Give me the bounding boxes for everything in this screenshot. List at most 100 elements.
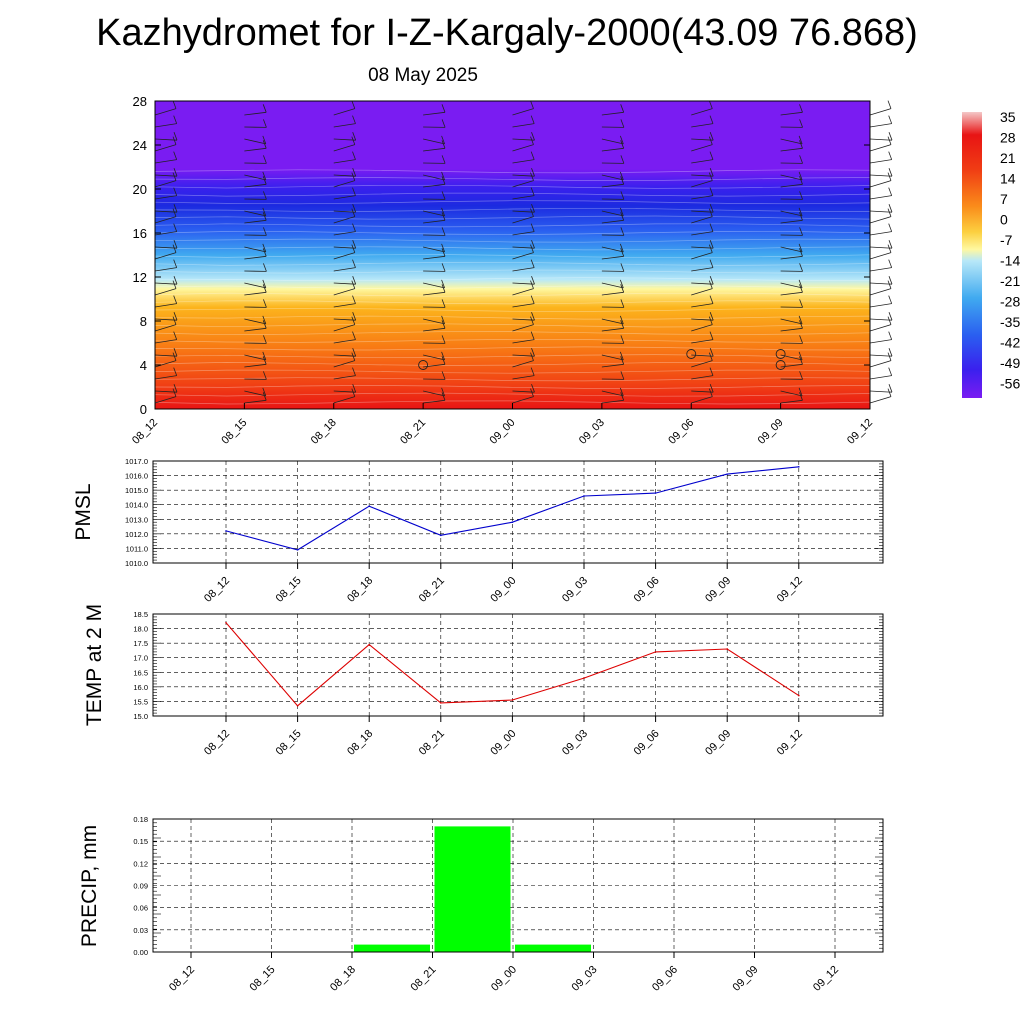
wind-barb bbox=[780, 246, 803, 253]
wind-barb-flag bbox=[887, 136, 892, 145]
wind-barb bbox=[780, 255, 803, 260]
contour-line bbox=[154, 284, 871, 289]
x-tick-label: 09_09 bbox=[703, 728, 733, 758]
wind-barb bbox=[691, 231, 714, 236]
wind-barb-flag bbox=[620, 119, 625, 128]
y-tick-label: 1013.0 bbox=[125, 515, 148, 524]
wind-barb bbox=[512, 123, 535, 128]
contour-line bbox=[154, 362, 871, 366]
contour-line bbox=[154, 315, 871, 320]
colorbar-label: 0 bbox=[1000, 212, 1008, 228]
colorbar-label: -49 bbox=[1000, 355, 1020, 371]
heatmap-y-tick-label: 0 bbox=[140, 402, 147, 417]
wind-barb bbox=[869, 159, 892, 164]
wind-barb bbox=[244, 219, 267, 224]
wind-barb bbox=[154, 303, 177, 308]
wind-barb bbox=[512, 282, 535, 285]
y-tick-label: 1017.0 bbox=[125, 457, 148, 466]
contour-line bbox=[154, 346, 871, 351]
heatmap-field bbox=[155, 101, 870, 409]
wind-barb-flag bbox=[351, 280, 356, 289]
wind-barb bbox=[601, 147, 624, 152]
wind-barb-flag bbox=[262, 171, 267, 181]
wind-barb bbox=[512, 390, 535, 393]
wind-barb bbox=[691, 360, 713, 368]
wind-barb-flag bbox=[263, 191, 267, 200]
wind-barb-flag bbox=[173, 115, 178, 124]
wind-barb bbox=[154, 288, 177, 296]
wind-barb bbox=[869, 246, 893, 249]
wind-barb bbox=[601, 354, 624, 361]
wind-barb-flag bbox=[262, 243, 267, 253]
wind-barb-flag bbox=[530, 280, 534, 289]
wind-barb bbox=[512, 303, 535, 308]
wind-barb bbox=[512, 375, 535, 380]
wind-barb-flag bbox=[262, 176, 267, 185]
contour-line bbox=[154, 400, 871, 405]
data-point bbox=[798, 466, 800, 468]
wind-barb bbox=[333, 174, 356, 177]
wind-barb-flag bbox=[172, 172, 177, 181]
wind-barb-flag bbox=[262, 279, 267, 289]
wind-barb bbox=[601, 327, 624, 332]
wind-barb bbox=[512, 108, 534, 116]
wind-barb-flag bbox=[173, 132, 178, 141]
wind-barb-flag bbox=[530, 187, 535, 196]
wind-barb-flag bbox=[620, 263, 625, 272]
wind-barb bbox=[154, 123, 177, 128]
wind-barb-flag bbox=[887, 280, 892, 289]
wind-barb-flag bbox=[709, 187, 714, 196]
wind-barb-flag bbox=[531, 312, 535, 321]
wind-barb bbox=[869, 231, 892, 236]
wind-barb bbox=[333, 354, 356, 357]
wind-barb-flag bbox=[352, 312, 357, 321]
wind-barb bbox=[780, 219, 803, 224]
wind-barb bbox=[244, 210, 266, 217]
pmsl-y-axis: 1010.0 1011.0 1012.0 1013.0 1014.0 1015.0 1016… bbox=[125, 457, 883, 568]
heatmap-y-axis: 0 4 8 12 16 20 24 28 bbox=[133, 94, 870, 417]
wind-barb-flag bbox=[888, 223, 893, 232]
colorbar-label: -7 bbox=[1000, 232, 1013, 248]
wind-barb-flag bbox=[620, 248, 625, 257]
wind-barb-flag bbox=[173, 331, 178, 340]
y-tick-label: 1015.0 bbox=[125, 486, 148, 495]
wind-barb-flag bbox=[530, 100, 534, 109]
wind-barb-flag bbox=[887, 316, 892, 325]
wind-barb bbox=[691, 246, 714, 249]
wind-barb bbox=[333, 375, 356, 380]
wind-barb-flag bbox=[888, 331, 893, 340]
calm-wind-circle bbox=[775, 360, 786, 370]
wind-barb-flag bbox=[352, 384, 357, 393]
wind-barb bbox=[691, 390, 714, 393]
wind-barb bbox=[512, 360, 534, 368]
heatmap-x-tick-label: 09_12 bbox=[845, 417, 875, 447]
wind-barb bbox=[869, 216, 892, 224]
wind-barb-flag bbox=[620, 104, 625, 113]
wind-barb-flag bbox=[530, 331, 535, 340]
contour-line bbox=[154, 192, 871, 197]
wind-barb-flag bbox=[888, 348, 893, 357]
wind-barb bbox=[333, 138, 356, 141]
data-point bbox=[296, 549, 299, 551]
contour-line bbox=[154, 169, 871, 174]
wind-barb-flag bbox=[620, 140, 625, 149]
wind-barb bbox=[244, 363, 267, 368]
wind-barb bbox=[423, 246, 445, 253]
wind-barb-flag bbox=[173, 367, 178, 376]
wind-barb-flag bbox=[352, 115, 356, 124]
wind-barb bbox=[780, 282, 803, 289]
heatmap-x-tick-label: 08_21 bbox=[398, 417, 428, 447]
contour-line bbox=[154, 184, 871, 189]
wind-barb-flag bbox=[531, 276, 535, 285]
wind-barb-flag bbox=[709, 151, 714, 160]
wind-barb-flag bbox=[530, 208, 534, 217]
colorbar-label: 35 bbox=[1000, 109, 1016, 125]
y-tick-label: 15.0 bbox=[133, 712, 148, 721]
wind-barb bbox=[691, 303, 714, 308]
precip-series bbox=[354, 826, 591, 952]
wind-barb-flag bbox=[172, 208, 177, 217]
contour-line bbox=[154, 207, 871, 212]
wind-barb-flag bbox=[708, 208, 713, 217]
wind-barb bbox=[780, 210, 803, 217]
wind-barb-flag bbox=[799, 176, 803, 185]
